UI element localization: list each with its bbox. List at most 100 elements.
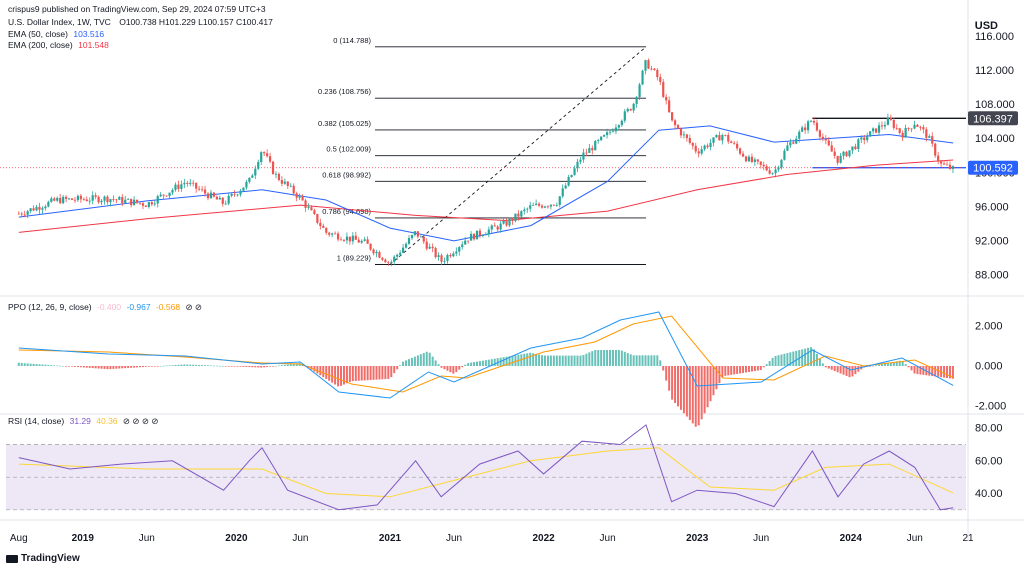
candle-body	[88, 200, 91, 202]
candle-body	[558, 196, 561, 205]
settings-icon[interactable]: ⊘ ⊘	[185, 302, 203, 312]
ppo-histogram-bar	[700, 366, 703, 420]
candle-body	[396, 254, 399, 257]
ema200-legend[interactable]: EMA (200, close) 101.548	[8, 40, 109, 50]
ppo-histogram-bar	[112, 366, 115, 369]
ppo-histogram-bar	[481, 360, 484, 366]
ppo-histogram-bar	[626, 353, 629, 366]
time-tick-label: 2024	[840, 533, 863, 544]
ppo-histogram-bar	[561, 355, 564, 366]
time-tick-label: 2020	[225, 533, 248, 544]
ppo-histogram-bar	[162, 365, 165, 367]
candle-body	[227, 195, 230, 204]
time-tick-label: Jun	[907, 533, 923, 544]
ppo-histogram-bar	[901, 361, 904, 366]
candle-body	[464, 240, 467, 245]
candle-body	[159, 194, 162, 197]
candle-body	[434, 248, 437, 258]
ppo-histogram-bar	[351, 366, 354, 382]
candle-body	[543, 206, 547, 208]
ppo-histogram-bar	[144, 366, 147, 367]
candle-body	[665, 96, 668, 101]
symbol-name[interactable]: U.S. Dollar Index, 1W, TVC	[8, 17, 111, 27]
ppo-histogram-bar	[824, 366, 827, 368]
ppo-histogram-bar	[295, 363, 298, 366]
ppo-histogram-bar	[410, 357, 413, 366]
ppo-histogram-bar	[679, 366, 682, 410]
ppo-histogram-bar	[44, 364, 47, 366]
candle-body	[653, 68, 656, 70]
candle-body	[277, 173, 281, 181]
candle-body	[552, 204, 555, 206]
settings-icon[interactable]: ⊘ ⊘ ⊘ ⊘	[122, 416, 159, 426]
ppo-histogram-bar	[511, 355, 514, 366]
ppo-histogram-bar	[88, 366, 91, 368]
ppo-histogram-bar	[204, 365, 207, 366]
candle-body	[115, 199, 118, 201]
candle-body	[41, 208, 44, 210]
ppo-histogram-bar	[280, 365, 283, 366]
candle-body	[860, 137, 863, 140]
ppo-histogram-bar	[647, 355, 650, 366]
ppo-histogram-bar	[535, 353, 538, 366]
candle-body	[404, 243, 408, 248]
ppo-histogram-bar	[576, 355, 579, 366]
candle-body	[200, 189, 204, 191]
candle-body	[399, 252, 402, 255]
ema200-value: 101.548	[78, 40, 109, 50]
ppo-histogram-bar	[526, 353, 529, 366]
candle-body	[263, 152, 266, 154]
ppo-histogram-bar	[688, 366, 691, 420]
candle-body	[469, 233, 473, 241]
ppo-histogram-bar	[830, 366, 833, 370]
ppo-histogram-bar	[165, 365, 168, 367]
ppo-histogram-bar	[478, 361, 481, 366]
candle-body	[446, 255, 449, 261]
ppo-histogram-bar	[292, 363, 295, 366]
candle-body	[301, 195, 304, 201]
ppo-histogram-bar	[65, 366, 68, 367]
ppo-histogram-bar	[665, 366, 668, 381]
ppo-histogram-bar	[753, 366, 756, 372]
rsi-legend[interactable]: RSI (14, close) 31.29 40.36 ⊘ ⊘ ⊘ ⊘	[8, 416, 158, 426]
candle-body	[821, 136, 824, 139]
candle-body	[591, 148, 594, 151]
ppo-histogram-bar	[848, 366, 851, 378]
ppo-histogram-bar	[948, 366, 951, 379]
ppo-histogram-bar	[916, 366, 919, 375]
ppo-histogram-bar	[724, 366, 727, 376]
ppo-histogram-bar	[632, 355, 635, 366]
candle-body	[242, 187, 245, 191]
ppo-histogram-bar	[677, 366, 680, 407]
candle-body	[428, 246, 431, 249]
rsi-tick-label: 60.00	[975, 455, 1003, 467]
ppo-histogram-bar	[168, 365, 171, 366]
candle-body	[691, 142, 694, 146]
ppo-legend[interactable]: PPO (12, 26, 9, close) -0.400 -0.967 -0.…	[8, 302, 202, 312]
ppo-histogram-bar	[224, 366, 227, 367]
fibonacci-retracement[interactable]: 0 (114.788) 0.236 (108.756) 0.382 (105.025…	[0, 36, 966, 265]
ppo-histogram-bar	[674, 366, 677, 404]
candle-body	[375, 252, 378, 254]
candle-body	[839, 155, 842, 163]
publisher-text: crispus9 published on TradingView.com, S…	[8, 4, 266, 14]
ppo-histogram-bar	[381, 366, 384, 380]
ppo-histogram-bar	[387, 366, 390, 379]
ppo-histogram-bar	[53, 365, 56, 366]
candle-body	[206, 193, 210, 199]
tradingview-logo[interactable]: TradingView	[6, 553, 80, 564]
candle-body	[357, 239, 360, 243]
candle-body	[815, 122, 819, 131]
candle-body	[390, 261, 393, 263]
candle-body	[360, 240, 363, 243]
ppo-histogram-bar	[694, 366, 697, 427]
ppo-histogram-bar	[659, 360, 662, 366]
candle-body	[461, 244, 464, 248]
candle-body	[266, 153, 269, 157]
price-tick-label: 92.000	[975, 235, 1009, 247]
ppo-histogram-bar	[943, 366, 946, 378]
candle-body	[535, 203, 538, 206]
candle-body	[260, 152, 263, 163]
ema50-legend[interactable]: EMA (50, close) 103.516	[8, 29, 104, 39]
candle-body	[877, 125, 881, 133]
